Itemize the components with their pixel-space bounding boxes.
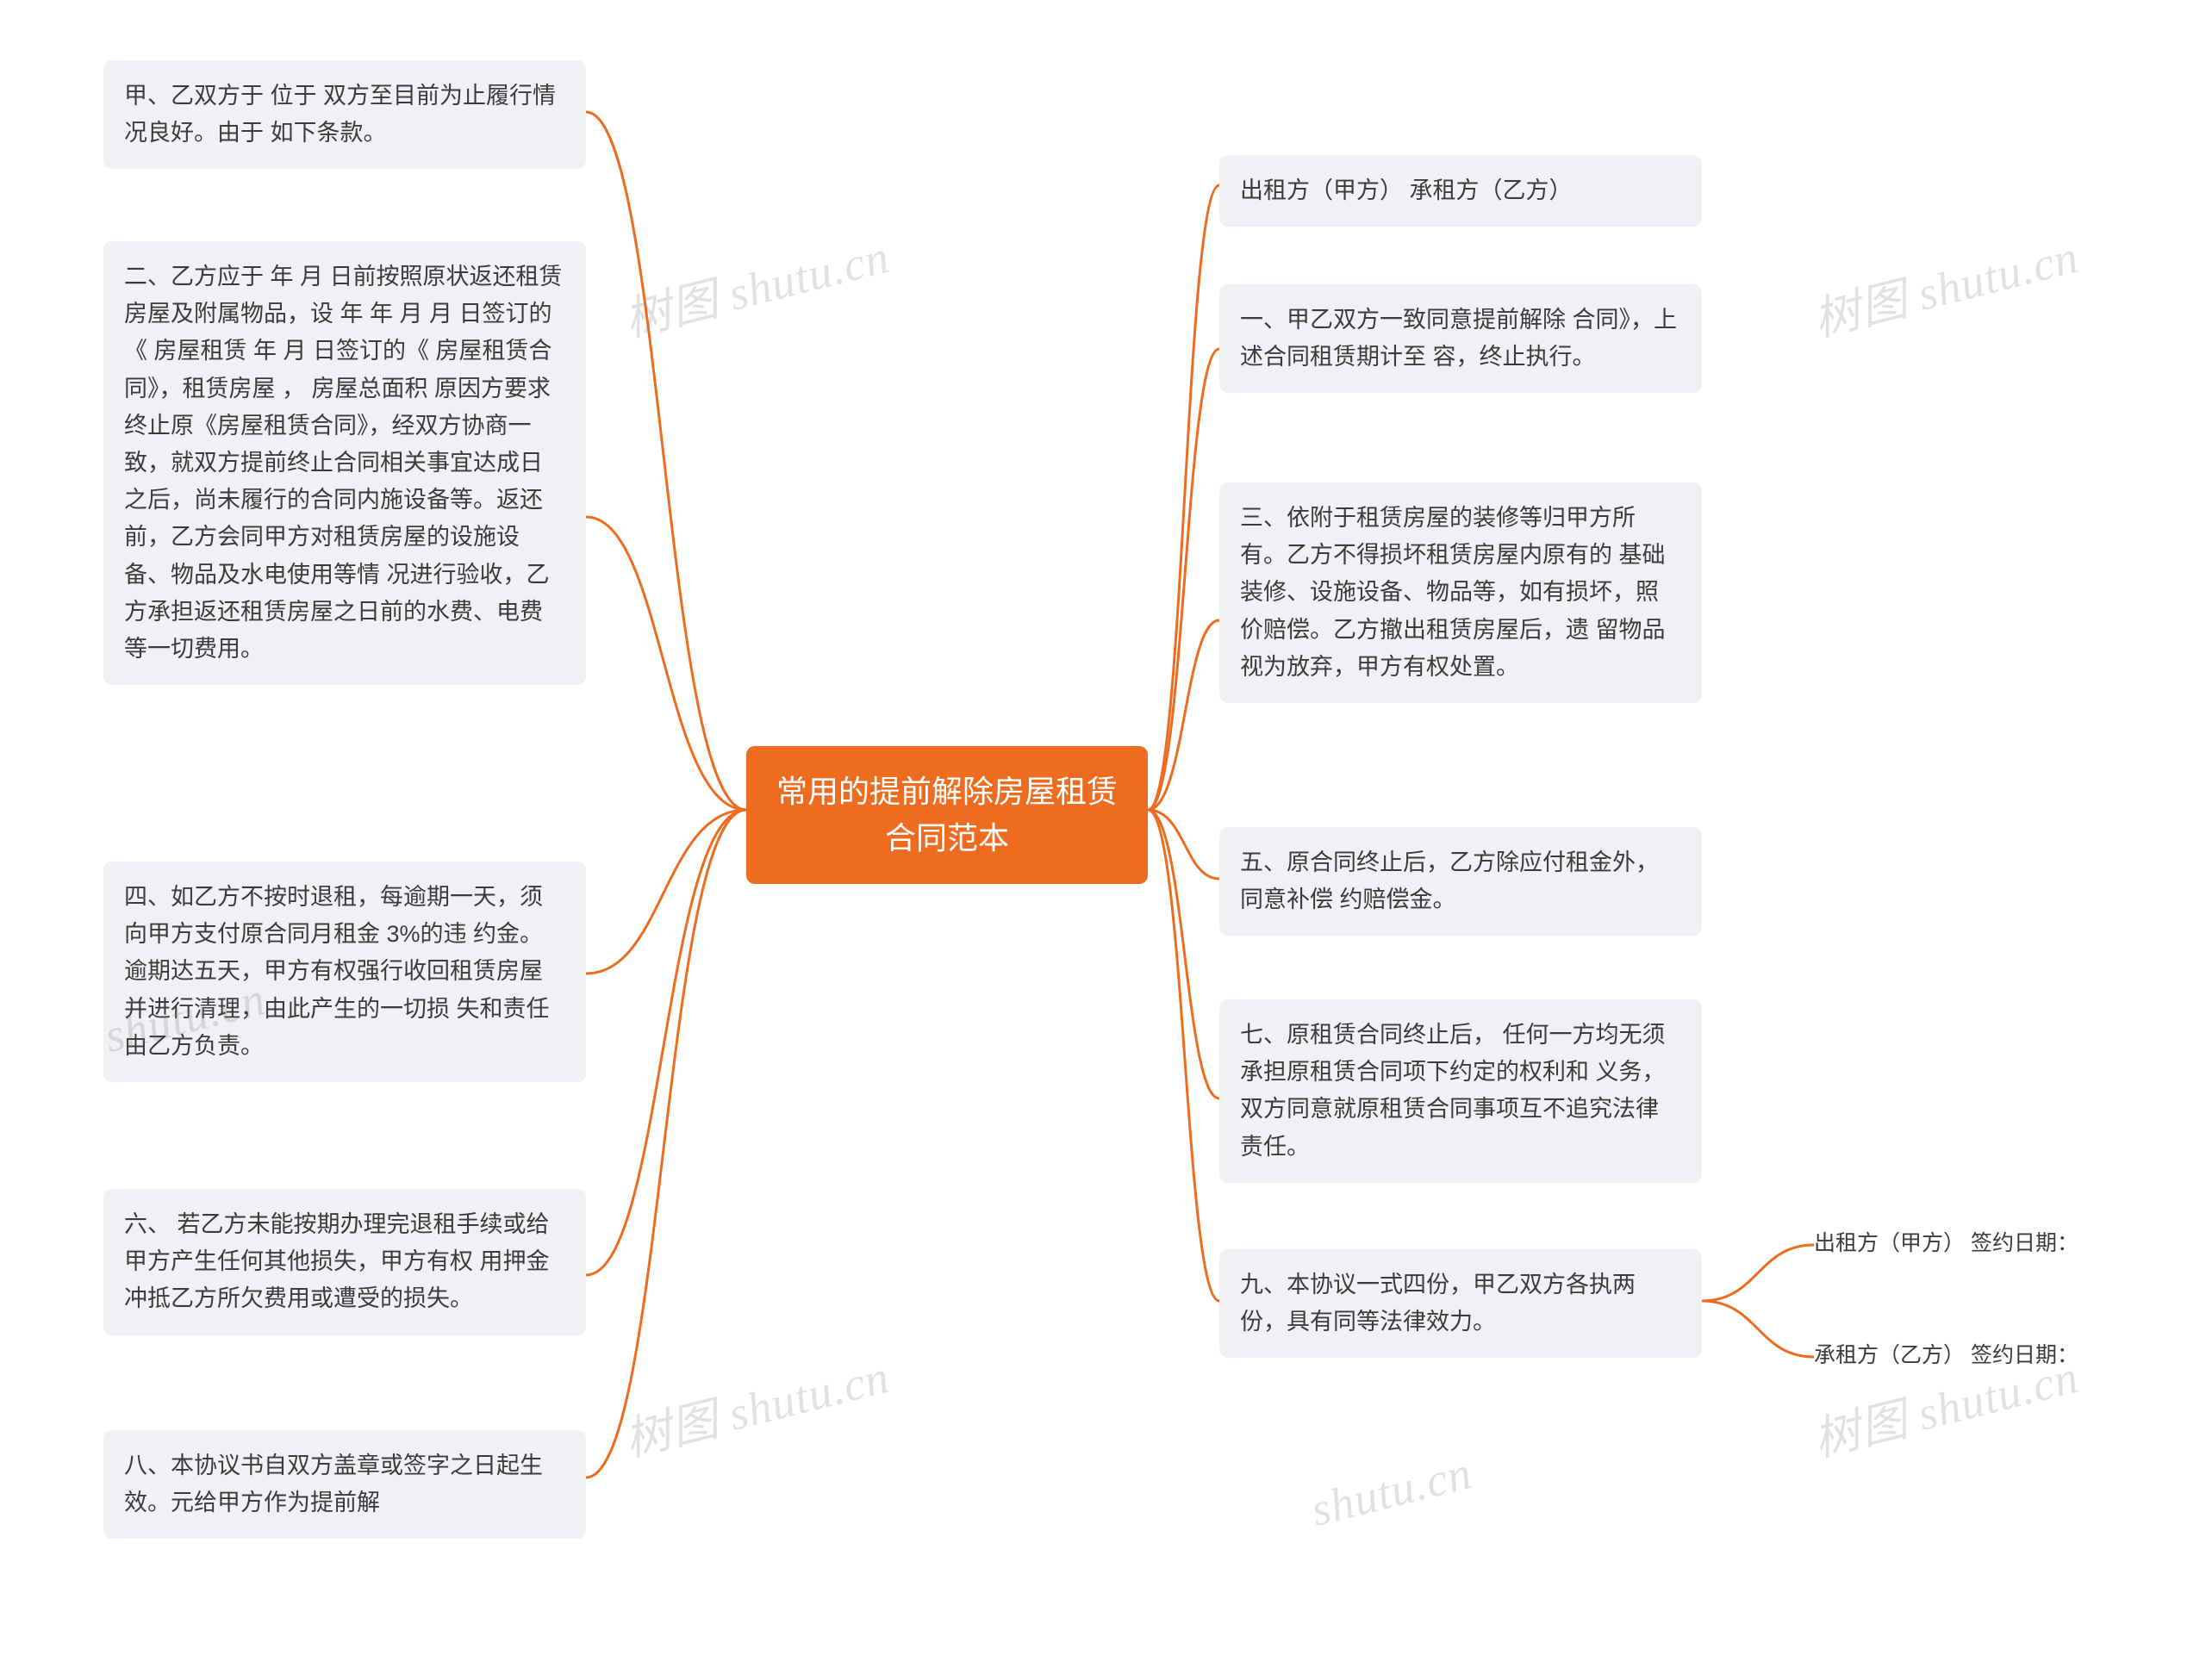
node-L4[interactable]: 六、 若乙方未能按期办理完退租手续或给甲方产生任何其他损失，甲方有权 用押金冲抵…	[103, 1189, 586, 1335]
node-text: 五、原合同终止后，乙方除应付租金外，同意补偿 约赔偿金。	[1240, 849, 1659, 912]
node-text: 九、本协议一式四份，甲乙双方各执两份，具有同等法律效力。	[1240, 1272, 1636, 1335]
watermark: 树图 shutu.cn	[616, 218, 895, 350]
connector-R4	[1148, 810, 1219, 879]
leaf-text: 承租方（乙方） 签约日期：	[1814, 1343, 2078, 1367]
connector-L1	[586, 112, 746, 810]
connector-L4	[586, 810, 746, 1275]
node-R5[interactable]: 七、原租赁合同终止后， 任何一方均无须承担原租赁合同项下约定的权利和 义务，双方…	[1219, 999, 1702, 1183]
leaf-R6b[interactable]: 承租方（乙方） 签约日期：	[1814, 1340, 2078, 1372]
node-R6[interactable]: 九、本协议一式四份，甲乙双方各执两份，具有同等法律效力。	[1219, 1249, 1702, 1358]
node-text: 出租方（甲方） 承租方（乙方）	[1240, 177, 1573, 203]
node-R1[interactable]: 出租方（甲方） 承租方（乙方）	[1219, 155, 1702, 227]
connector-R6	[1148, 810, 1219, 1301]
connector-R2	[1148, 349, 1219, 810]
node-text: 八、本协议书自双方盖章或签字之日起生效。元给甲方作为提前解	[124, 1453, 543, 1515]
node-text: 甲、乙双方于 位于 双方至目前为止履行情况良好。由于 如下条款。	[124, 83, 556, 146]
node-text: 七、原租赁合同终止后， 任何一方均无须承担原租赁合同项下约定的权利和 义务，双方…	[1240, 1022, 1666, 1160]
node-text: 四、如乙方不按时退租，每逾期一天，须向甲方支付原合同月租金 3%的违 约金。逾期…	[124, 884, 550, 1059]
leaf-text: 出租方（甲方） 签约日期：	[1814, 1231, 2078, 1255]
connector-R5	[1148, 810, 1219, 1098]
mindmap-canvas: 常用的提前解除房屋租赁合同范本 甲、乙双方于 位于 双方至目前为止履行情况良好。…	[0, 0, 2206, 1680]
node-text: 三、依附于租赁房屋的装修等归甲方所有。乙方不得损坏租赁房屋内原有的 基础装修、设…	[1240, 505, 1666, 680]
watermark: 树图 shutu.cn	[616, 1338, 895, 1470]
connector-R6b	[1702, 1301, 1814, 1357]
root-text: 常用的提前解除房屋租赁合同范本	[776, 774, 1118, 856]
watermark: shutu.cn	[1306, 1446, 1477, 1537]
connector-R3	[1148, 620, 1219, 810]
node-L5[interactable]: 八、本协议书自双方盖章或签字之日起生效。元给甲方作为提前解	[103, 1430, 586, 1539]
node-text: 二、乙方应于 年 月 日前按照原状返还租赁房屋及附属物品，设 年 年 月 月 日…	[124, 264, 563, 662]
connector-R6a	[1702, 1245, 1814, 1301]
node-L1[interactable]: 甲、乙双方于 位于 双方至目前为止履行情况良好。由于 如下条款。	[103, 60, 586, 169]
leaf-R6a[interactable]: 出租方（甲方） 签约日期：	[1814, 1228, 2078, 1260]
node-L3[interactable]: 四、如乙方不按时退租，每逾期一天，须向甲方支付原合同月租金 3%的违 约金。逾期…	[103, 862, 586, 1082]
node-text: 六、 若乙方未能按期办理完退租手续或给甲方产生任何其他损失，甲方有权 用押金冲抵…	[124, 1211, 550, 1311]
connector-L5	[586, 810, 746, 1478]
node-text: 一、甲乙双方一致同意提前解除 合同》，上述合同租赁期计至 容，终止执行。	[1240, 307, 1677, 370]
node-R3[interactable]: 三、依附于租赁房屋的装修等归甲方所有。乙方不得损坏租赁房屋内原有的 基础装修、设…	[1219, 482, 1702, 703]
root-node[interactable]: 常用的提前解除房屋租赁合同范本	[746, 746, 1148, 884]
connector-R1	[1148, 185, 1219, 810]
node-R2[interactable]: 一、甲乙双方一致同意提前解除 合同》，上述合同租赁期计至 容，终止执行。	[1219, 284, 1702, 393]
watermark: 树图 shutu.cn	[1805, 218, 2084, 350]
node-R4[interactable]: 五、原合同终止后，乙方除应付租金外，同意补偿 约赔偿金。	[1219, 827, 1702, 936]
connector-L2	[586, 517, 746, 810]
node-L2[interactable]: 二、乙方应于 年 月 日前按照原状返还租赁房屋及附属物品，设 年 年 月 月 日…	[103, 241, 586, 685]
connector-L3	[586, 810, 746, 974]
